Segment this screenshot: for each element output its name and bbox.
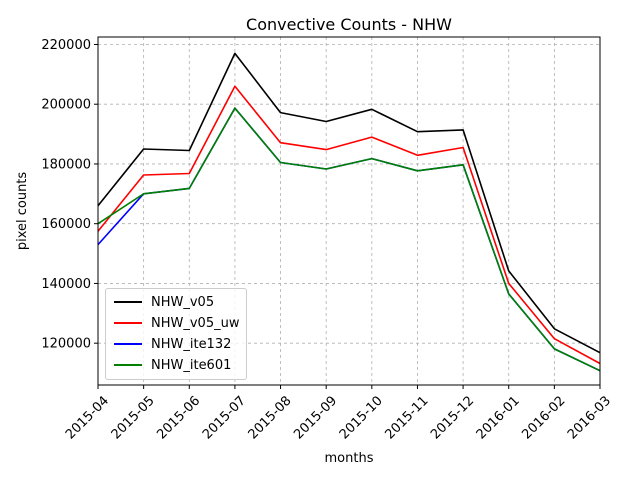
x-tick-label: 2015-08 xyxy=(246,393,295,442)
x-tick-label: 2016-03 xyxy=(565,393,614,442)
series-line-nhw-v05 xyxy=(97,52,601,354)
y-tick-label: 200000 xyxy=(41,98,91,113)
x-axis: 2015-042015-052015-062015-072015-082015-… xyxy=(63,385,614,442)
x-tick-label: 2016-01 xyxy=(474,393,523,442)
series-line-nhw-v05-uw xyxy=(97,85,601,365)
x-tick-label: 2015-11 xyxy=(382,393,431,442)
y-tick-label: 120000 xyxy=(41,337,91,352)
x-tick-label: 2015-04 xyxy=(63,393,112,442)
legend: NHW_v05 NHW_v05_uw NHW_ite132 NHW_ite601 xyxy=(105,288,247,380)
legend-label: NHW_v05 xyxy=(151,294,215,310)
legend-item-nhw-ite601: NHW_ite601 xyxy=(114,355,231,375)
legend-swatch xyxy=(114,364,142,366)
x-tick-label: 2015-05 xyxy=(109,393,158,442)
series-line-nhw-ite601 xyxy=(97,107,601,372)
legend-item-nhw-v05: NHW_v05 xyxy=(114,292,214,312)
y-tick-label: 220000 xyxy=(41,38,91,53)
legend-label: NHW_ite601 xyxy=(151,357,232,373)
y-tick-label: 140000 xyxy=(41,277,91,292)
x-tick-label: 2015-09 xyxy=(291,393,340,442)
y-axis: 120000 140000 160000 180000 200000 220000 xyxy=(41,38,98,352)
x-tick-label: 2015-12 xyxy=(428,393,477,442)
legend-item-nhw-ite132: NHW_ite132 xyxy=(114,334,231,354)
x-tick-label: 2015-07 xyxy=(200,393,249,442)
x-tick-label: 2015-10 xyxy=(337,393,386,442)
x-tick-label: 2015-06 xyxy=(154,393,203,442)
legend-swatch xyxy=(114,322,142,324)
legend-label: NHW_ite132 xyxy=(151,336,232,352)
x-tick-label: 2016-02 xyxy=(519,393,568,442)
x-axis-label: months xyxy=(325,451,374,466)
legend-swatch xyxy=(114,343,142,345)
y-tick-label: 160000 xyxy=(41,217,91,232)
legend-item-nhw-v05-uw: NHW_v05_uw xyxy=(114,313,239,333)
plot-frame xyxy=(97,36,601,386)
y-tick-label: 180000 xyxy=(41,157,91,172)
chart-title: Convective Counts - NHW xyxy=(246,15,452,34)
y-axis-label: pixel counts xyxy=(15,172,30,251)
legend-swatch xyxy=(114,301,142,303)
legend-label: NHW_v05_uw xyxy=(151,315,240,331)
series-lines xyxy=(97,52,601,372)
